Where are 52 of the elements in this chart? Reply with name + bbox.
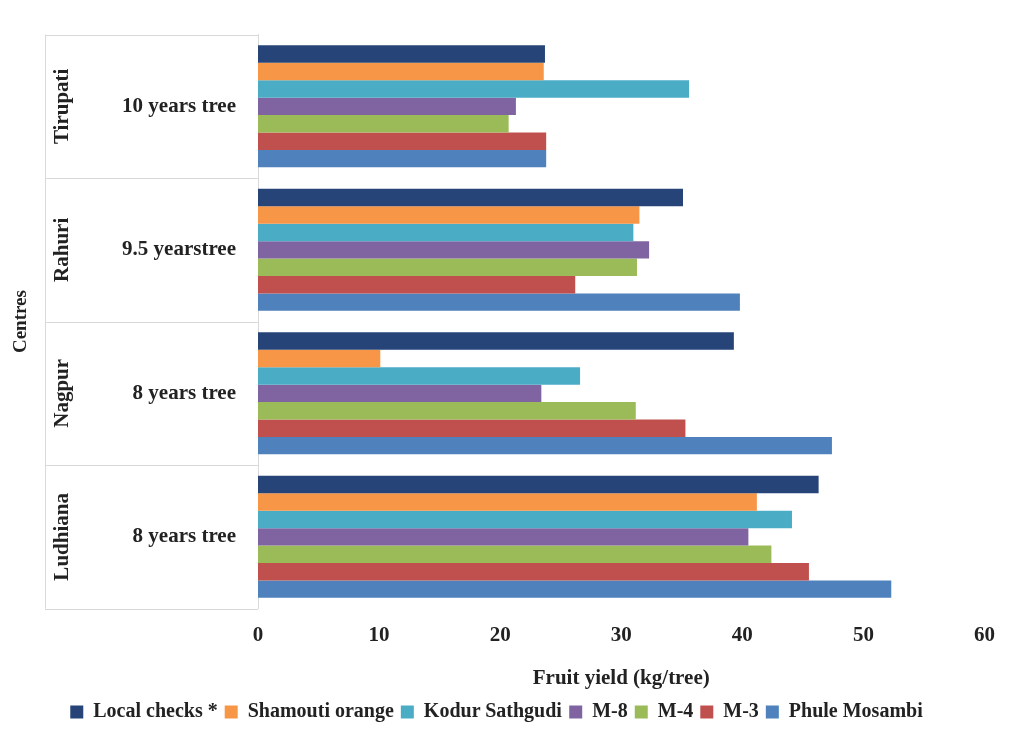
y-axis-title: Centres xyxy=(9,290,31,354)
bar xyxy=(258,384,542,403)
legend-label: M-3 xyxy=(723,699,759,722)
bar xyxy=(258,332,734,350)
legend-label: Local checks * xyxy=(93,699,218,722)
x-tick-label: 40 xyxy=(731,621,753,646)
bar xyxy=(258,223,634,242)
bar xyxy=(258,528,749,546)
text: Rahuri xyxy=(49,217,74,282)
x-tick-label: 50 xyxy=(852,621,874,646)
bar xyxy=(258,580,892,598)
y-tick-label: 8 years tree xyxy=(132,379,236,404)
bar xyxy=(258,275,576,294)
bar xyxy=(258,545,772,563)
bar xyxy=(258,258,637,276)
bar xyxy=(258,149,547,168)
bar xyxy=(258,80,690,98)
legend-label: Phule Mosambi xyxy=(788,699,924,722)
bar xyxy=(258,562,809,581)
bar xyxy=(258,115,509,133)
y-tick-label: 10 years tree xyxy=(122,92,236,117)
bar xyxy=(258,97,516,116)
bar xyxy=(258,402,636,420)
bar xyxy=(258,132,547,150)
text: Tirupati xyxy=(49,68,74,145)
bar xyxy=(258,188,683,207)
legend-label: M-4 xyxy=(657,699,694,722)
x-tick-label: 60 xyxy=(974,621,995,646)
text: Nagpur xyxy=(49,358,74,428)
x-tick-label: 0 xyxy=(252,621,264,646)
bar xyxy=(258,206,640,224)
bar xyxy=(258,436,832,455)
x-tick-label: 20 xyxy=(489,621,511,646)
bar xyxy=(258,493,757,511)
bar xyxy=(258,349,381,368)
legend-label: Kodur Sathgudi xyxy=(423,699,563,723)
bar xyxy=(258,367,581,385)
text: Ludhiana xyxy=(49,492,74,581)
bar xyxy=(258,419,686,437)
y-tick-label: 8 years tree xyxy=(132,523,236,548)
bar xyxy=(258,241,650,259)
x-axis-title: Fruit yield (kg/tree) xyxy=(532,664,710,689)
bar xyxy=(258,475,819,494)
x-tick-label: 30 xyxy=(610,621,632,646)
legend-label: M-8 xyxy=(592,699,628,722)
bar xyxy=(258,62,544,81)
x-tick-label: 10 xyxy=(368,621,390,646)
bar xyxy=(258,510,792,529)
y-tick-label: 9.5 yearstree xyxy=(122,236,236,261)
bar xyxy=(258,45,545,63)
legend-label: Shamouti orange xyxy=(247,699,394,723)
bar xyxy=(258,293,740,311)
